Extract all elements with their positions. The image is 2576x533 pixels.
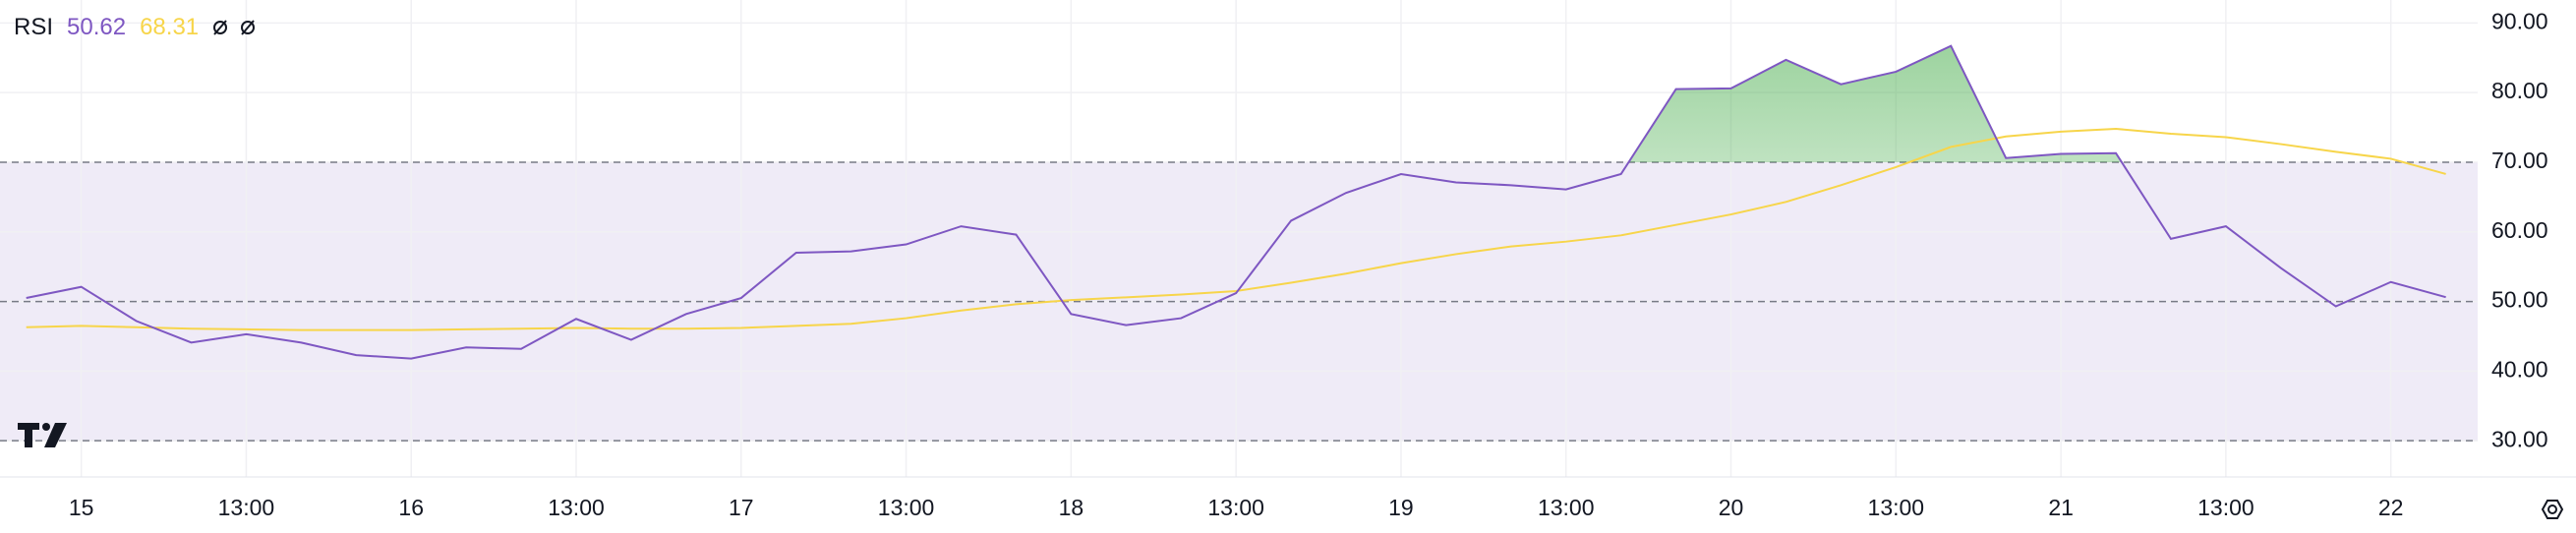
y-tick-label: 60.00 bbox=[2491, 217, 2548, 243]
x-tick-label: 18 bbox=[1059, 495, 1084, 520]
indicator-name: RSI bbox=[14, 14, 54, 40]
line-series bbox=[26, 127, 2446, 331]
y-tick-label: 80.00 bbox=[2491, 78, 2548, 103]
logo bbox=[18, 423, 67, 447]
overbought-group bbox=[26, 45, 2446, 162]
x-tick-label: 13:00 bbox=[2197, 495, 2254, 520]
x-tick-label: 22 bbox=[2378, 495, 2404, 520]
x-tick-label: 13:00 bbox=[548, 495, 605, 520]
x-tick-label: 13:00 bbox=[218, 495, 275, 520]
x-tick-label: 15 bbox=[69, 495, 94, 520]
line-series bbox=[26, 44, 2446, 360]
x-tick-label: 20 bbox=[1719, 495, 1744, 520]
null-icons bbox=[213, 20, 256, 35]
x-tick-label: 13:00 bbox=[1868, 495, 1925, 520]
y-tick-label: 90.00 bbox=[2491, 8, 2548, 33]
x-tick-label: 13:00 bbox=[1207, 495, 1264, 520]
x-tick-label: 16 bbox=[398, 495, 424, 520]
overbought-fill bbox=[26, 45, 2446, 162]
y-tick-label: 50.00 bbox=[2491, 287, 2548, 313]
y-tick-label: 30.00 bbox=[2491, 426, 2548, 451]
x-tick-label: 21 bbox=[2048, 495, 2074, 520]
rsi-value: 50.62 bbox=[67, 14, 127, 40]
legend-header: RSI 50.62 68.31 bbox=[14, 14, 256, 41]
y-tick-label: 40.00 bbox=[2491, 356, 2548, 382]
x-tick-label: 19 bbox=[1388, 495, 1414, 520]
x-tick-label: 13:00 bbox=[1538, 495, 1595, 520]
ma-value: 68.31 bbox=[140, 14, 200, 40]
x-tick-label: 17 bbox=[729, 495, 754, 520]
y-tick-label: 70.00 bbox=[2491, 148, 2548, 173]
x-tick-label: 13:00 bbox=[878, 495, 935, 520]
settings-icon[interactable] bbox=[2541, 500, 2564, 519]
